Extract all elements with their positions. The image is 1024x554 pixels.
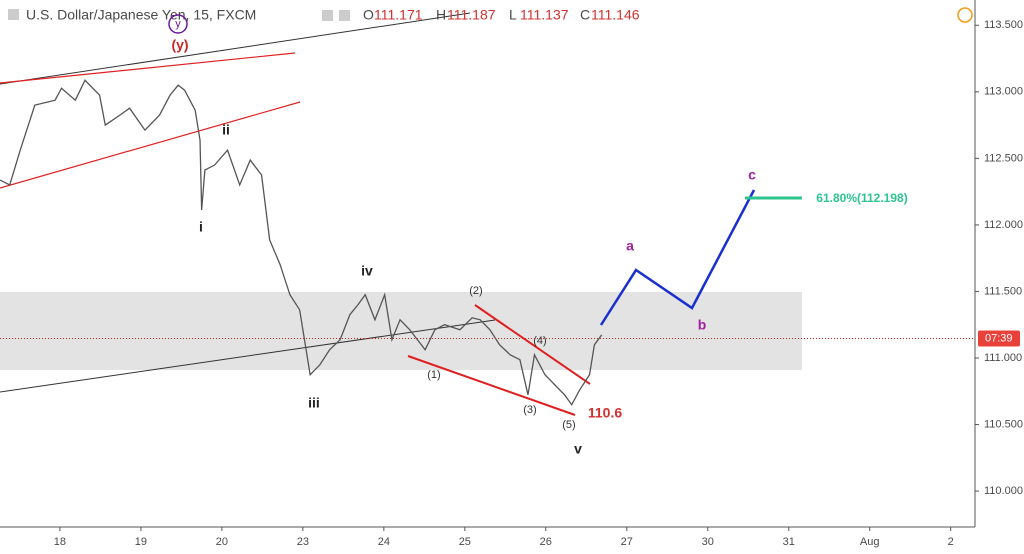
y-tick-label: 111.500 [984, 285, 1022, 297]
wave-label: (3) [523, 404, 536, 416]
x-tick-label: Aug [860, 536, 880, 548]
y-tick-label: 110.500 [984, 418, 1023, 430]
wave-label: c [748, 167, 756, 183]
wave-label: iv [361, 263, 373, 279]
plot [0, 79, 603, 406]
x-tick-label: 2 [948, 536, 954, 548]
wave-label: a [626, 238, 634, 254]
symbol: U.S. Dollar/Japanese Yen, 15, FXCM [26, 7, 256, 23]
y-tick-label: 110.000 [984, 485, 1023, 497]
ohlc-key: O [363, 7, 374, 23]
last-price-label: 07:39 [985, 332, 1013, 344]
wedge-line [474, 304, 591, 385]
wave-label: (1) [427, 369, 440, 381]
y-tick-label: 111.000 [984, 352, 1022, 364]
x-tick-label: 27 [621, 536, 633, 548]
x-tick-label: 31 [783, 536, 795, 548]
ohlc-value: 111.187 [447, 7, 496, 23]
wave-label: 61.80%(112.198) [816, 191, 907, 205]
x-tick-label: 19 [135, 536, 147, 548]
annotations: y(y)iiiiiiivv(1)(2)(3)(4)(5)110.6abc61.8… [171, 18, 907, 457]
wave-label: y [175, 18, 181, 30]
wave-label: v [574, 441, 582, 457]
last-price-tag [978, 330, 1020, 347]
wave-label: iii [308, 395, 320, 411]
ohlc-key: C [580, 7, 590, 23]
ohlc-key: L [509, 7, 517, 23]
x-tick-label: 26 [540, 536, 552, 548]
x-tick-label: 24 [378, 536, 390, 548]
wave-label: (y) [171, 37, 188, 53]
wave-label: ii [222, 122, 230, 138]
channel-line [0, 101, 301, 189]
channel-line [0, 52, 296, 84]
icon [322, 10, 333, 21]
wave-label: i [199, 219, 203, 235]
y-tick-label: 113.500 [984, 19, 1023, 31]
wave-label: (5) [562, 419, 575, 431]
icon [8, 9, 19, 20]
trend-line [0, 12, 471, 85]
x-tick-label: 23 [297, 536, 309, 548]
ohlc-key: H [436, 7, 446, 23]
wave-label: (4) [533, 335, 546, 347]
x-tick-label: 18 [54, 536, 66, 548]
wave-label: (2) [469, 285, 482, 297]
x-tick-label: 20 [216, 536, 228, 548]
y-tick-label: 112.000 [984, 219, 1023, 231]
warning-icon[interactable] [957, 7, 973, 23]
icon [339, 10, 350, 21]
zone [0, 292, 802, 370]
wave-circle [168, 14, 188, 34]
wave-label: 110.6 [588, 405, 622, 421]
y-tick-label: 113.000 [984, 86, 1023, 98]
x-tick-label: 30 [702, 536, 714, 548]
ohlc-value: 111.137 [520, 7, 569, 23]
y-tick-label: 112.500 [984, 152, 1023, 164]
trend-line [0, 319, 496, 393]
wedge-line [407, 355, 576, 416]
price-line [0, 79, 603, 406]
ohlc-value: 111.171 [374, 7, 423, 23]
x-tick-label: 25 [459, 536, 471, 548]
wave-label: b [698, 317, 707, 333]
ohlc-value: 111.146 [591, 7, 640, 23]
projection [599, 189, 756, 326]
